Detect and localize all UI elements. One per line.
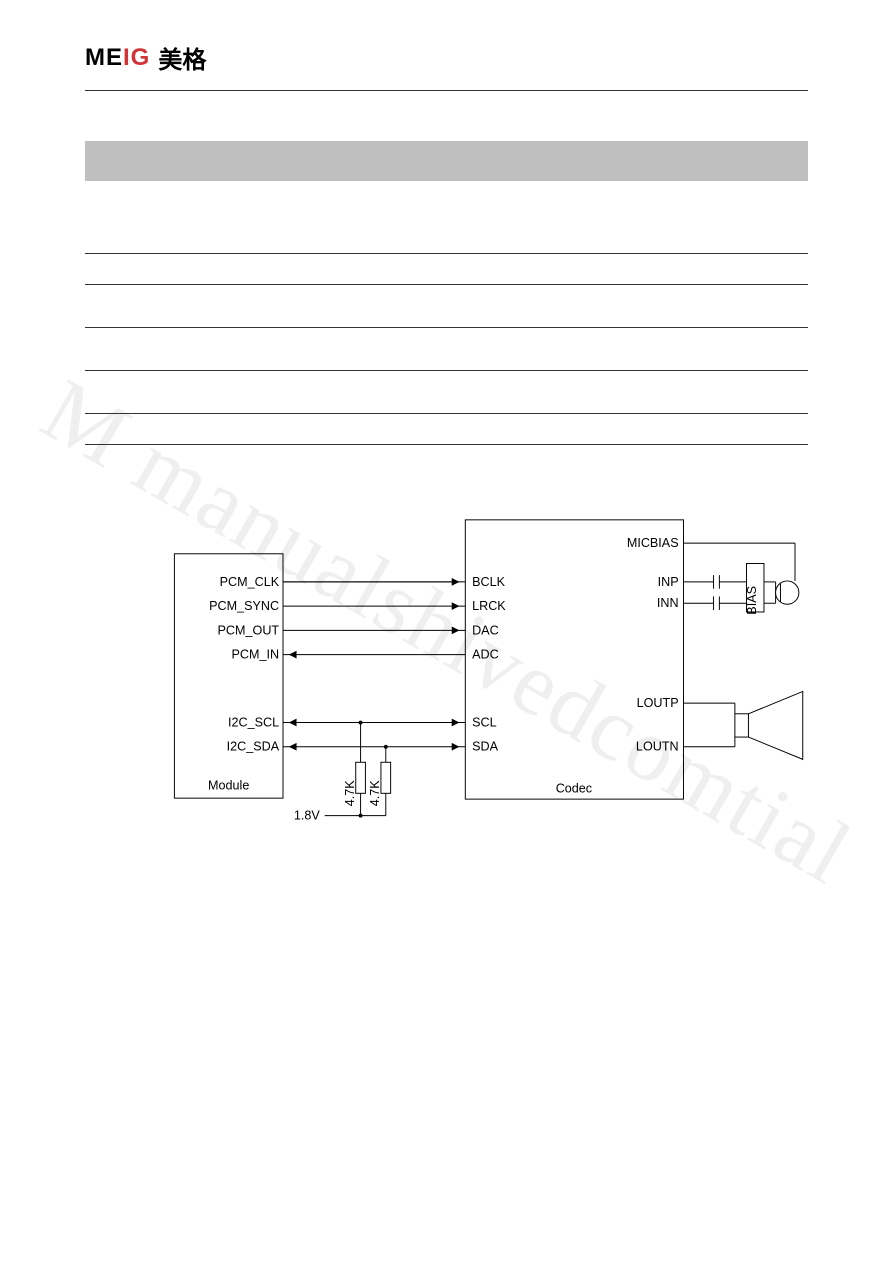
pin-i2c-scl: I2C_SCL [228, 715, 279, 729]
resistor-2 [381, 762, 391, 793]
pin-inn: INN [657, 596, 679, 610]
pin-loutp: LOUTP [637, 696, 679, 710]
microphone-icon [776, 581, 799, 604]
pin-inp: INP [658, 575, 679, 589]
pin-pcm-clk: PCM_CLK [220, 575, 280, 589]
speaker-body [735, 714, 749, 737]
speaker-cone [748, 691, 802, 759]
arrow-pcm-out [452, 627, 460, 635]
arrow-pcm-in [289, 651, 297, 659]
codec-label: Codec [556, 781, 592, 795]
pin-bclk: BCLK [472, 575, 505, 589]
pin-pcm-sync: PCM_SYNC [209, 599, 279, 613]
table-section [85, 141, 808, 445]
schematic-diagram: Module PCM_CLK PCM_SYNC PCM_OUT PCM_IN I… [135, 515, 815, 835]
pin-lrck: LRCK [472, 599, 506, 613]
arrow-sda-l [289, 743, 297, 751]
brand-chinese: 美格 [158, 40, 206, 75]
supply-node [359, 814, 363, 818]
bias-label: BIAS [745, 586, 759, 615]
pin-i2c-sda: I2C_SDA [227, 740, 280, 754]
table-header-band [85, 141, 808, 181]
pin-pcm-in: PCM_IN [232, 648, 280, 662]
module-label: Module [208, 778, 249, 792]
page-header: MEIG 美格 [85, 40, 808, 91]
pin-micbias: MICBIAS [627, 536, 679, 550]
brand-highlight: I [123, 44, 131, 71]
resistor-1 [356, 762, 366, 793]
r1-node [359, 721, 363, 725]
arrow-sda-r [452, 743, 460, 751]
pin-pcm-out: PCM_OUT [218, 623, 280, 637]
pin-sda: SDA [472, 740, 498, 754]
r1-label: 4.7K [343, 780, 357, 807]
arrow-scl-l [289, 719, 297, 727]
pin-scl: SCL [472, 715, 497, 729]
brand-latin: ME [85, 44, 123, 71]
table-rule-6 [85, 444, 808, 445]
pin-dac: DAC [472, 623, 499, 637]
pin-loutn: LOUTN [636, 740, 679, 754]
arrow-pcm-sync [452, 602, 460, 610]
voltage-label: 1.8V [294, 808, 321, 822]
r2-node [384, 745, 388, 749]
arrow-scl-r [452, 719, 460, 727]
brand-logo: MEIG [85, 44, 150, 72]
pin-adc: ADC [472, 648, 499, 662]
r2-label: 4.7K [368, 780, 382, 807]
module-box [174, 554, 283, 798]
brand-highlight2: G [131, 44, 151, 71]
